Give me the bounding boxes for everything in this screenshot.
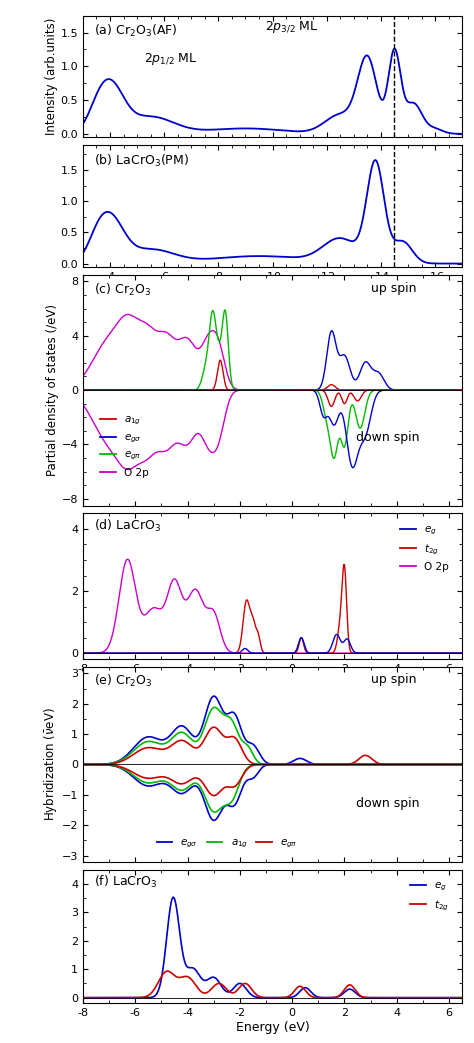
Text: (b) LaCrO$_3$(PM): (b) LaCrO$_3$(PM): [94, 152, 190, 169]
Y-axis label: Partial density of states (/eV): Partial density of states (/eV): [46, 305, 59, 476]
Text: down spin: down spin: [356, 431, 419, 444]
Text: (d) LaCrO$_3$: (d) LaCrO$_3$: [94, 517, 161, 534]
X-axis label: Energy (eV): Energy (eV): [236, 1021, 310, 1034]
Text: (c) Cr$_2$O$_3$: (c) Cr$_2$O$_3$: [94, 282, 152, 297]
Text: down spin: down spin: [356, 797, 419, 810]
Legend: $e_g$, $t_{2g}$, O 2p: $e_g$, $t_{2g}$, O 2p: [396, 520, 453, 576]
Text: (e) Cr$_2$O$_3$: (e) Cr$_2$O$_3$: [94, 673, 153, 689]
Legend: $e_{g\pi}$, O 2p: $e_{g\pi}$, O 2p: [96, 445, 153, 482]
Text: $2p_{3/2}$ ML: $2p_{3/2}$ ML: [265, 20, 319, 35]
X-axis label: Energy (eV): Energy (eV): [236, 677, 310, 690]
Y-axis label: Hybridization ($\bar{\nu}$eV): Hybridization ($\bar{\nu}$eV): [42, 707, 59, 821]
Text: up spin: up spin: [371, 673, 417, 686]
Text: (a) Cr$_2$O$_3$(AF): (a) Cr$_2$O$_3$(AF): [94, 23, 178, 39]
Text: up spin: up spin: [371, 282, 417, 294]
Text: (f) LaCrO$_3$: (f) LaCrO$_3$: [94, 874, 158, 890]
X-axis label: Relative Binding Energy (eV): Relative Binding Energy (eV): [182, 285, 363, 297]
Legend: $e_g$, $t_{2g}$: $e_g$, $t_{2g}$: [406, 876, 453, 917]
Text: $2p_{1/2}$ ML: $2p_{1/2}$ ML: [144, 51, 197, 67]
Legend: $e_{g\sigma}$, $a_{1g}$, $e_{g\pi}$: $e_{g\sigma}$, $a_{1g}$, $e_{g\pi}$: [152, 833, 302, 854]
Y-axis label: Intensity (arb.units): Intensity (arb.units): [45, 18, 58, 136]
